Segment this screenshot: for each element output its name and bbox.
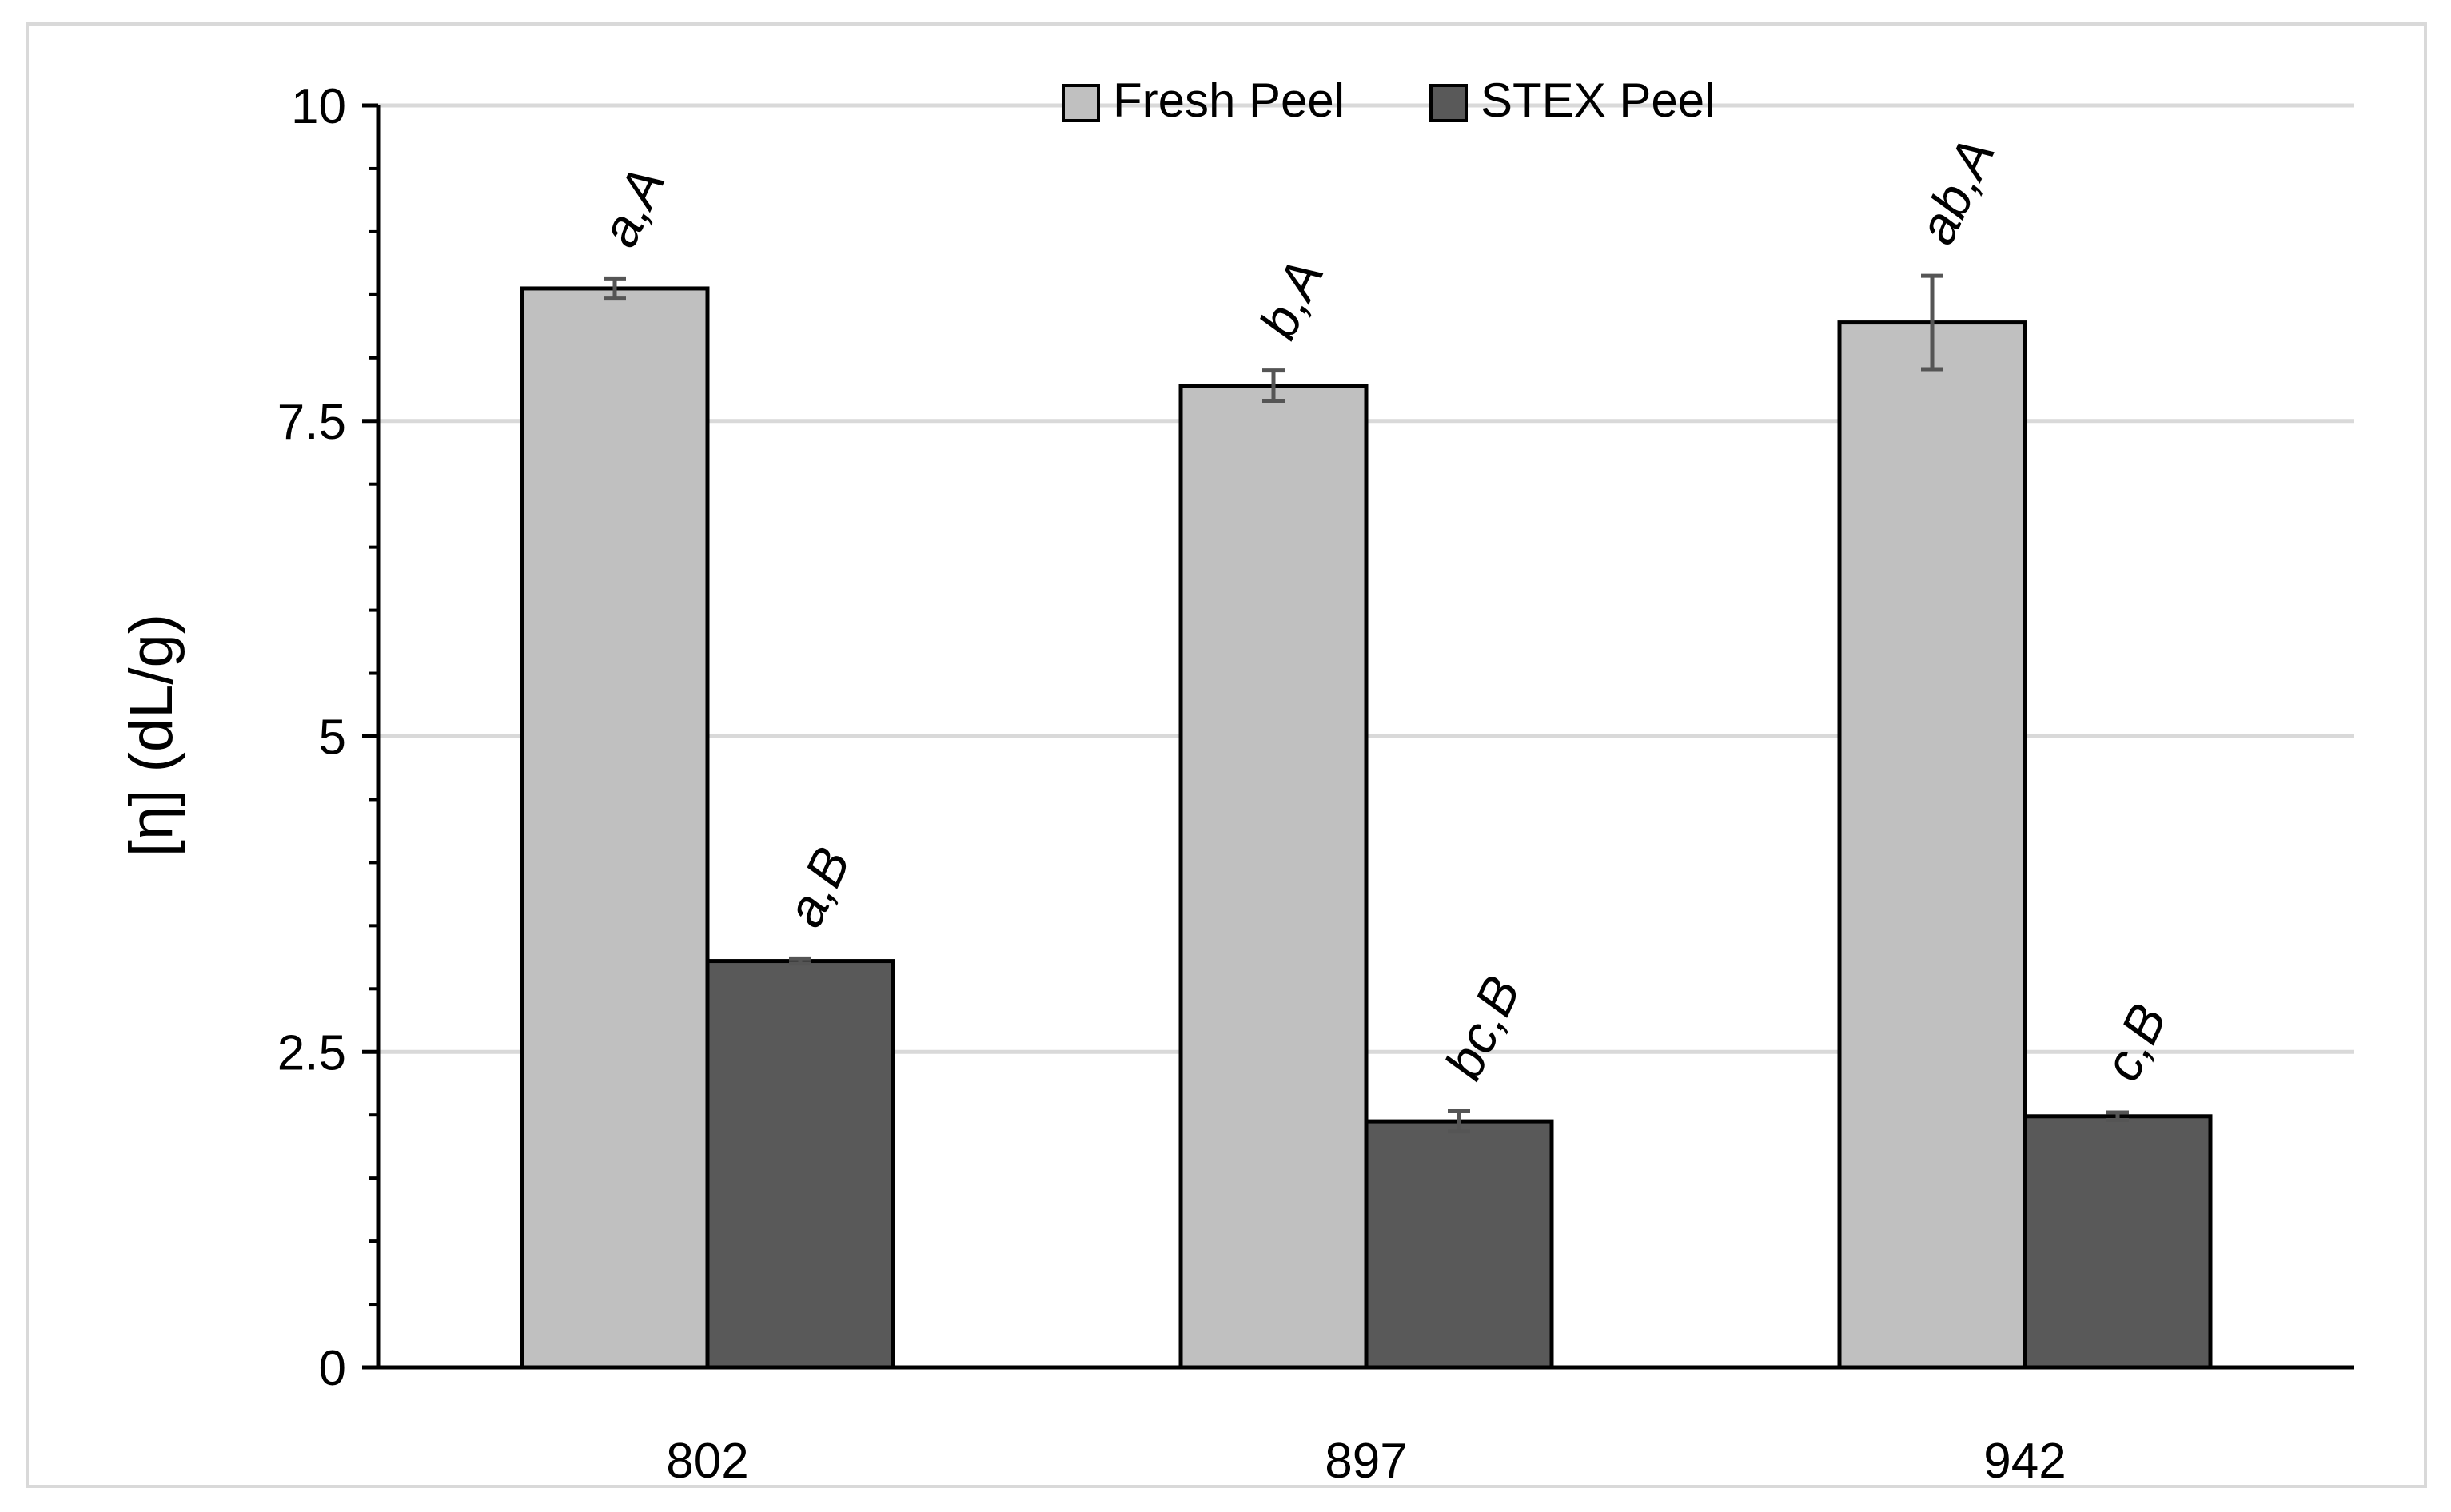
bar <box>705 959 895 1370</box>
error-bar <box>604 276 626 301</box>
bar <box>2023 1114 2213 1370</box>
legend: Fresh Peel STEX Peel <box>1062 74 1715 127</box>
legend-label: Fresh Peel <box>1113 74 1345 127</box>
error-bars <box>604 273 2129 1134</box>
y-axis-ticks: 0 2.5 5 7.5 10 <box>277 79 378 1396</box>
bar <box>1837 320 2027 1370</box>
y-tick-label: 5 <box>319 710 346 766</box>
error-bar <box>2106 1110 2129 1123</box>
legend-swatch <box>1062 84 1100 122</box>
x-tick-label: 897 <box>1325 1434 1407 1489</box>
y-axis-label: [η] (dL/g) <box>118 614 185 857</box>
bar <box>1364 1119 1554 1370</box>
y-tick-label: 10 <box>291 79 346 134</box>
x-tick-label: 942 <box>1983 1434 2066 1489</box>
error-bar <box>1448 1108 1470 1134</box>
error-bar <box>1921 273 1943 372</box>
legend-item: Fresh Peel <box>1062 74 1345 127</box>
bar <box>520 286 710 1370</box>
y-tick-label: 2.5 <box>277 1025 346 1080</box>
error-bar <box>789 956 811 966</box>
error-bar <box>1262 368 1285 403</box>
legend-item: STEX Peel <box>1429 74 1715 127</box>
y-tick-label: 0 <box>319 1341 346 1396</box>
y-tick-label: 7.5 <box>277 395 346 450</box>
x-tick-label: 802 <box>666 1434 748 1489</box>
legend-label: STEX Peel <box>1481 74 1715 127</box>
bar <box>1178 384 1369 1370</box>
legend-swatch <box>1429 84 1468 122</box>
x-axis-ticks: 802 897 942 <box>666 1434 2066 1489</box>
